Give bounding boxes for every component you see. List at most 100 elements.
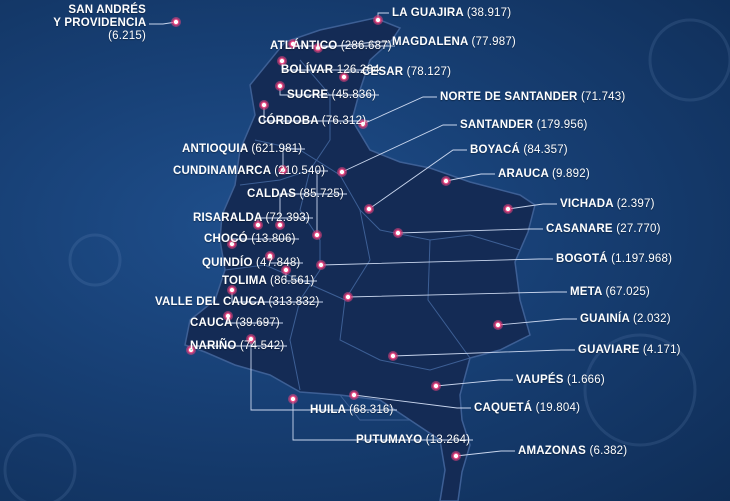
case-count: (67.025) xyxy=(605,286,650,298)
leader-line-guainia xyxy=(497,318,577,326)
marker-vaupes xyxy=(432,382,440,390)
label-cesar: CESAR (78.127) xyxy=(362,66,451,79)
leader-line-antioquia xyxy=(282,148,305,170)
region-name: QUINDÍO xyxy=(202,257,253,269)
case-count: (9.892) xyxy=(552,168,590,180)
label-quindio: QUINDÍO (47.848) xyxy=(202,257,300,270)
case-count: (6.215) xyxy=(108,30,146,42)
case-count: (85.725) xyxy=(299,188,344,200)
leader-line-huila xyxy=(250,339,397,411)
marker-la-guajira xyxy=(374,16,382,24)
case-count: (6.382) xyxy=(589,445,628,457)
colombia-land xyxy=(184,17,536,501)
case-count: (286.687) xyxy=(340,40,392,52)
leader-line-boyaca xyxy=(368,149,467,210)
case-count: (45.836) xyxy=(331,89,377,101)
leader-line-caqueta xyxy=(353,394,471,409)
case-count: (68.316) xyxy=(349,404,394,416)
marker-valle-del-cauca xyxy=(228,286,236,294)
leader-line-vaupes xyxy=(435,379,513,387)
marker-guaviare xyxy=(389,352,397,360)
marker-risaralda xyxy=(254,221,262,229)
leader-lines xyxy=(149,12,577,457)
marker-bogota xyxy=(317,261,325,269)
label-boyaca: BOYACÁ (84.357) xyxy=(470,144,568,157)
region-name: META xyxy=(570,286,603,298)
label-atlantico: ATLÁNTICO (286.687) xyxy=(270,40,392,53)
case-count: (179.956) xyxy=(536,119,588,131)
region-name: SANTANDER xyxy=(460,119,534,131)
region-name: HUILA xyxy=(310,404,346,416)
region-name: CUNDINAMARCA xyxy=(173,165,271,177)
label-putumayo: PUTUMAYO (13.264) xyxy=(356,434,470,447)
marker-cesar xyxy=(340,73,348,81)
region-name: TOLIMA xyxy=(222,275,267,287)
region-name: CAUCA xyxy=(190,317,233,329)
region-name: AMAZONAS xyxy=(518,445,587,457)
label-vichada: VICHADA (2.397) xyxy=(560,198,655,211)
leader-line-bogota xyxy=(320,258,553,266)
region-name: CESAR xyxy=(362,66,404,78)
marker-choco xyxy=(228,240,236,248)
case-count: (77.987) xyxy=(471,36,516,48)
case-count: (621.981) xyxy=(251,143,303,155)
label-huila: HUILA (68.316) xyxy=(310,404,394,417)
region-name-line2: Y PROVIDENCIA xyxy=(53,17,146,29)
marker-amazonas xyxy=(452,452,460,460)
leader-line-cordoba xyxy=(263,105,369,122)
marker-cundinamarca xyxy=(313,231,321,239)
label-meta: META (67.025) xyxy=(570,286,650,299)
label-antioquia: ANTIOQUIA (621.981) xyxy=(182,143,302,156)
case-count: (76.312) xyxy=(321,115,367,127)
region-name: PUTUMAYO xyxy=(356,434,423,446)
region-name: CAQUETÁ xyxy=(474,402,533,414)
case-count: (47.848) xyxy=(256,257,301,269)
case-count: (86.561) xyxy=(270,275,315,287)
case-count: (78.127) xyxy=(406,66,452,78)
label-norte-de-santander: NORTE DE SANTANDER (71.743) xyxy=(440,91,625,104)
leader-line-caldas xyxy=(279,193,347,225)
region-name: VALLE DEL CAUCA xyxy=(155,296,266,308)
case-count: (39.697) xyxy=(235,317,280,329)
marker-cauca xyxy=(224,312,232,320)
leader-line-magdalena xyxy=(317,41,389,49)
marker-atlantico xyxy=(289,40,297,48)
virus-decoration xyxy=(3,18,730,501)
marker-quindio xyxy=(266,252,274,260)
region-name: NARIÑO xyxy=(190,340,237,352)
label-bogota: BOGOTÁ (1.197.968) xyxy=(556,253,672,266)
marker-putumayo xyxy=(289,395,297,403)
marker-san-andres xyxy=(172,18,180,26)
case-count: (313.832) xyxy=(268,296,320,308)
marker-boyaca xyxy=(365,205,373,213)
leader-line-vichada xyxy=(507,203,557,210)
case-count: (13.264) xyxy=(425,434,471,446)
marker-huila xyxy=(247,335,255,343)
region-name: CALDAS xyxy=(247,188,297,200)
leader-line-meta xyxy=(347,291,567,298)
marker-casanare xyxy=(394,229,402,237)
label-risaralda: RISARALDA (72.393) xyxy=(193,212,310,225)
leader-line-putumayo xyxy=(292,399,473,441)
region-name: ANTIOQUIA xyxy=(182,143,248,155)
case-count: (2.397) xyxy=(616,198,655,210)
marker-meta xyxy=(344,293,352,301)
leader-line-norte-de-santander xyxy=(362,96,437,125)
region-name: BOGOTÁ xyxy=(556,253,608,265)
label-san-andres: SAN ANDRÉS Y PROVIDENCIA (6.215) xyxy=(26,4,146,43)
case-count: (72.393) xyxy=(265,212,310,224)
region-name: NORTE DE SANTANDER xyxy=(440,91,578,103)
marker-cordoba xyxy=(260,101,268,109)
case-count: (1.666) xyxy=(567,374,605,386)
label-casanare: CASANARE (27.770) xyxy=(546,223,661,236)
leader-line-guaviare xyxy=(392,349,575,357)
case-count: (71.743) xyxy=(580,91,626,103)
region-name: CASANARE xyxy=(546,223,613,235)
label-la-guajira: LA GUAJIRA (38.917) xyxy=(392,7,511,20)
label-cordoba: CÓRDOBA (76.312) xyxy=(258,115,366,128)
label-arauca: ARAUCA (9.892) xyxy=(498,168,590,181)
marker-antioquia xyxy=(279,166,287,174)
region-name: CHOCÓ xyxy=(204,233,248,245)
case-count: (84.357) xyxy=(523,144,568,156)
